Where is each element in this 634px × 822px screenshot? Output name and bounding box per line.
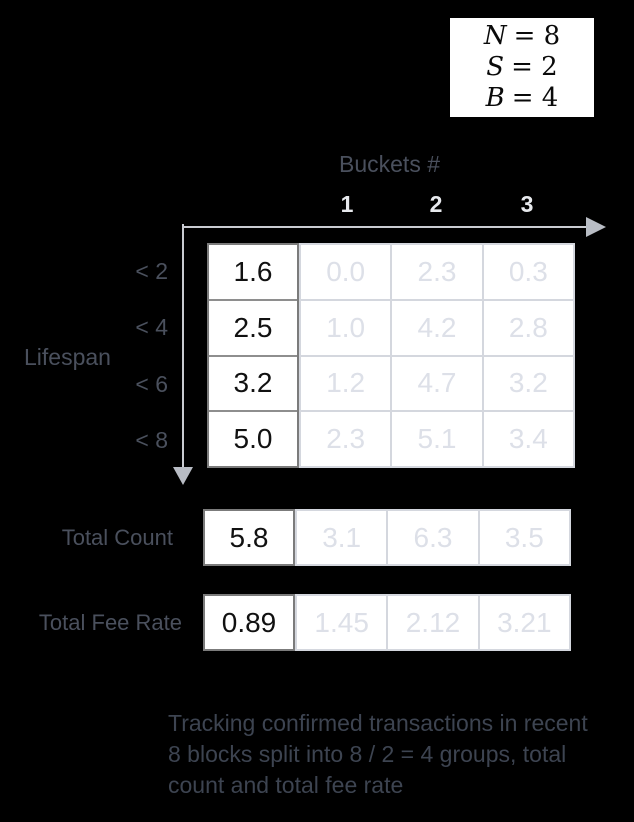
matrix-active-column: 1.6 2.5 3.2 5.0 <box>207 243 299 468</box>
matrix-cell: 3.2 <box>483 356 573 411</box>
matrix-cell: 0.3 <box>483 245 573 299</box>
x-axis-title: Buckets # <box>339 151 440 177</box>
total-count-cell: 6.3 <box>388 511 478 564</box>
total-fee-rate-label: Total Fee Rate <box>38 610 182 635</box>
lifespan-row-label: < 6 <box>135 371 168 397</box>
total-fee-rate-cell: 1.45 <box>297 596 387 649</box>
total-fee-rate-cell: 3.21 <box>479 596 569 649</box>
total-count-cell: 3.1 <box>297 511 387 564</box>
x-axis-line <box>183 226 588 228</box>
lifespan-row-label: < 4 <box>135 314 168 340</box>
matrix-dimmed-columns: 0.0 2.3 0.3 1.0 4.2 2.8 1.2 4.7 3.2 2.3 … <box>299 243 575 468</box>
matrix-cell: 1.2 <box>301 356 391 411</box>
matrix-cell: 1.6 <box>209 245 297 299</box>
matrix-cell: 0.0 <box>301 245 391 299</box>
param-name: S <box>486 52 505 82</box>
total-fee-rate-cell: 2.12 <box>388 596 478 649</box>
param-line-n: N = 8 <box>484 21 560 52</box>
lifespan-row-label: < 2 <box>135 258 168 284</box>
param-name: N <box>483 21 507 51</box>
bucket-column-header: 1 <box>340 191 354 217</box>
matrix-cell: 1.0 <box>301 300 391 355</box>
bucket-column-header: 3 <box>520 191 534 217</box>
matrix-cell: 4.2 <box>392 300 482 355</box>
parameters-box: N = 8 S = 2 B = 4 <box>450 18 594 117</box>
caption: Tracking confirmed transactions in recen… <box>168 708 618 801</box>
param-value: = 2 <box>511 52 558 82</box>
x-axis-arrow-icon <box>586 217 606 237</box>
caption-line: count and total fee rate <box>168 772 404 798</box>
y-axis-arrow-icon <box>173 467 193 485</box>
total-count-dimmed-cells: 3.1 6.3 3.5 <box>295 509 571 566</box>
total-count-row: 5.8 3.1 6.3 3.5 <box>203 509 571 566</box>
param-value: = 4 <box>511 83 559 113</box>
param-name: B <box>485 83 505 113</box>
total-fee-rate-cell: 0.89 <box>203 594 295 651</box>
param-value: = 8 <box>513 21 561 51</box>
total-count-cell: 3.5 <box>479 511 569 564</box>
y-axis-title: Lifespan <box>24 344 111 370</box>
lifespan-row-label: < 8 <box>135 427 168 453</box>
param-line-s: S = 2 <box>486 52 557 83</box>
matrix-cell: 2.5 <box>209 298 297 355</box>
matrix-cell: 5.1 <box>392 412 482 466</box>
y-axis-line <box>182 224 184 467</box>
caption-line: 8 blocks split into 8 / 2 = 4 groups, to… <box>168 741 567 767</box>
total-fee-rate-dimmed-cells: 1.45 2.12 3.21 <box>295 594 571 651</box>
total-fee-rate-row: 0.89 1.45 2.12 3.21 <box>203 594 571 651</box>
bucket-column-header: 2 <box>429 191 443 217</box>
param-line-b: B = 4 <box>486 83 559 114</box>
matrix-cell: 4.7 <box>392 356 482 411</box>
matrix-cell: 3.4 <box>483 412 573 466</box>
total-count-cell: 5.8 <box>203 509 295 566</box>
matrix-cell: 2.3 <box>301 412 391 466</box>
total-count-label: Total Count <box>61 525 173 550</box>
matrix-cell: 3.2 <box>209 354 297 411</box>
matrix-cell: 5.0 <box>209 410 297 466</box>
matrix-cell: 2.3 <box>392 245 482 299</box>
matrix-cell: 2.8 <box>483 300 573 355</box>
caption-line: Tracking confirmed transactions in recen… <box>168 710 588 736</box>
